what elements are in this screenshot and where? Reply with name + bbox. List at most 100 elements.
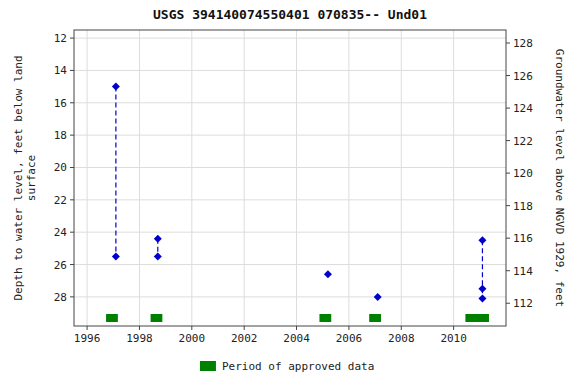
marker [154, 235, 162, 243]
tick-y [70, 167, 74, 168]
grid [74, 30, 506, 326]
tick-label-y2: 126 [513, 70, 533, 83]
y-axis-label: Depth to water level, feet below landsur… [12, 55, 38, 300]
tick-label-y: 20 [54, 161, 67, 174]
tick-y2 [506, 108, 510, 109]
tick-y [70, 70, 74, 71]
tick-label-y2: 122 [513, 135, 533, 148]
series [112, 83, 120, 261]
marker [112, 252, 120, 260]
series [154, 235, 162, 261]
marker [478, 236, 486, 244]
axes: 1996 1998 2000 2002 2004 2006 2008 2010 12 14 16 18… [54, 32, 533, 345]
grid-line-x [296, 30, 297, 326]
tick-y2 [506, 270, 510, 271]
marker [112, 83, 120, 91]
grid-line-y [74, 135, 506, 136]
legend: Period of approved data [200, 360, 374, 373]
grid-line-y [74, 102, 506, 103]
tick-label-y: 24 [54, 226, 68, 239]
tick-x [244, 326, 245, 330]
tick-label-x: 2006 [336, 332, 363, 345]
approved-bar [369, 314, 381, 322]
tick-y2 [506, 173, 510, 174]
tick-x [401, 326, 402, 330]
y-axis-label-line: Depth to water level, feet below land [12, 55, 25, 300]
tick-y2 [506, 43, 510, 44]
tick-label-x: 2004 [283, 332, 310, 345]
tick-label-y2: 116 [513, 232, 533, 245]
tick-label-x: 2010 [440, 332, 467, 345]
marker [324, 270, 332, 278]
grid-line-x [453, 30, 454, 326]
tick-label-x: 1996 [74, 332, 101, 345]
grid-line-y [74, 167, 506, 168]
tick-label-y: 28 [54, 291, 67, 304]
title: USGS 394140074550401 070835-- Und01 [153, 7, 427, 22]
tick-label-y: 22 [54, 194, 67, 207]
marker [154, 252, 162, 260]
grid-line-x [87, 30, 88, 326]
tick-label-x: 2008 [388, 332, 415, 345]
y2-axis-label: Groundwater level above NGVD 1929, feet [553, 49, 566, 307]
tick-label-y: 16 [54, 97, 67, 110]
tick-y [70, 264, 74, 265]
tick-x [139, 326, 140, 330]
tick-label-x: 2000 [179, 332, 206, 345]
data [106, 83, 489, 322]
approved-bar [319, 314, 331, 322]
approved-bar [465, 314, 489, 322]
approved-bar [106, 314, 118, 322]
tick-label-y2: 128 [513, 37, 533, 50]
grid-line-x [139, 30, 140, 326]
tick-label-x: 1998 [126, 332, 153, 345]
grid-line-y [74, 199, 506, 200]
tick-x [87, 326, 88, 330]
marker [478, 295, 486, 303]
grid-line-y [74, 70, 506, 71]
tick-y [70, 199, 74, 200]
tick-label-y: 18 [54, 129, 67, 142]
series [106, 314, 489, 322]
grid-line-y [74, 264, 506, 265]
tick-y2 [506, 238, 510, 239]
line [115, 87, 116, 257]
chart: 1996 1998 2000 2002 2004 2006 2008 2010 12 14 16 18… [0, 0, 576, 384]
y-axis-label-line: surface [25, 155, 38, 201]
series [478, 236, 486, 302]
tick-label-y: 12 [54, 32, 67, 45]
legend-swatch [200, 361, 216, 371]
tick-x [191, 326, 192, 330]
approved-bar [151, 314, 163, 322]
tick-y [70, 38, 74, 39]
tick-label-y2: 120 [513, 167, 533, 180]
tick-y2 [506, 303, 510, 304]
grid-line-x [244, 30, 245, 326]
tick-x [296, 326, 297, 330]
tick-y [70, 135, 74, 136]
grid-line-y [74, 38, 506, 39]
marker [478, 285, 486, 293]
tick-y2 [506, 205, 510, 206]
marker [374, 293, 382, 301]
grid-line-y [74, 296, 506, 297]
tick-x [348, 326, 349, 330]
series [324, 270, 382, 301]
grid-line-x [348, 30, 349, 326]
tick-label-y2: 124 [513, 102, 533, 115]
tick-label-y2: 112 [513, 297, 533, 310]
tick-y [70, 296, 74, 297]
grid-line-y [74, 232, 506, 233]
grid-line-x [191, 30, 192, 326]
legend-label: Period of approved data [222, 360, 374, 373]
plot-frame [74, 30, 506, 326]
tick-label-x: 2002 [231, 332, 258, 345]
tick-label-y: 14 [54, 64, 68, 77]
tick-label-y2: 114 [513, 265, 533, 278]
tick-y [70, 232, 74, 233]
tick-y2 [506, 140, 510, 141]
tick-label-y2: 118 [513, 200, 533, 213]
tick-y2 [506, 75, 510, 76]
grid-line-x [401, 30, 402, 326]
tick-label-y: 26 [54, 259, 67, 272]
